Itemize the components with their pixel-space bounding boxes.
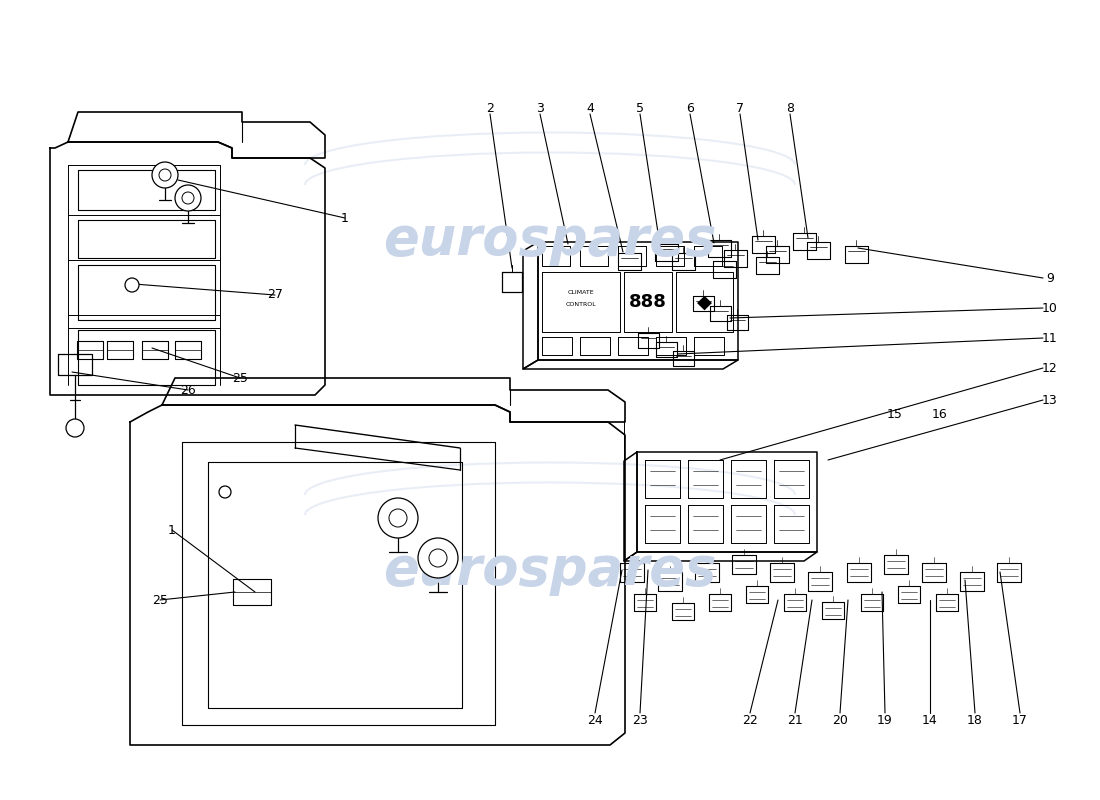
Text: 7: 7 — [736, 102, 744, 114]
Circle shape — [125, 278, 139, 292]
Circle shape — [378, 498, 418, 538]
Text: 25: 25 — [152, 594, 168, 606]
Text: 10: 10 — [1042, 302, 1058, 314]
Text: 14: 14 — [922, 714, 938, 726]
Text: ◆: ◆ — [696, 293, 712, 311]
Text: 4: 4 — [586, 102, 594, 114]
Text: 21: 21 — [788, 714, 803, 726]
Text: 23: 23 — [632, 714, 648, 726]
Text: 13: 13 — [1042, 394, 1058, 406]
Circle shape — [152, 162, 178, 188]
Text: CLIMATE: CLIMATE — [568, 290, 594, 294]
Circle shape — [66, 419, 84, 437]
Circle shape — [389, 509, 407, 527]
Circle shape — [429, 549, 447, 567]
Circle shape — [182, 192, 194, 204]
Text: 15: 15 — [887, 409, 903, 422]
Circle shape — [219, 486, 231, 498]
Text: 6: 6 — [686, 102, 694, 114]
Text: eurospares: eurospares — [383, 214, 717, 266]
Text: 27: 27 — [267, 289, 283, 302]
Text: 22: 22 — [742, 714, 758, 726]
Text: 16: 16 — [932, 409, 948, 422]
Text: 8: 8 — [786, 102, 794, 114]
Text: 19: 19 — [877, 714, 893, 726]
Circle shape — [418, 538, 458, 578]
Text: 9: 9 — [1046, 271, 1054, 285]
Text: 17: 17 — [1012, 714, 1027, 726]
Text: eurospares: eurospares — [383, 544, 717, 596]
Text: 24: 24 — [587, 714, 603, 726]
Text: 1: 1 — [341, 211, 349, 225]
Circle shape — [160, 169, 170, 181]
Text: 1: 1 — [168, 523, 176, 537]
Text: CONTROL: CONTROL — [565, 302, 596, 306]
Text: 18: 18 — [967, 714, 983, 726]
Text: 26: 26 — [180, 383, 196, 397]
Text: 888: 888 — [629, 293, 667, 311]
Circle shape — [175, 185, 201, 211]
Text: 11: 11 — [1042, 331, 1058, 345]
Text: 2: 2 — [486, 102, 494, 114]
Text: 3: 3 — [536, 102, 543, 114]
Text: 5: 5 — [636, 102, 644, 114]
Text: 12: 12 — [1042, 362, 1058, 374]
Text: 25: 25 — [232, 371, 248, 385]
Text: 20: 20 — [832, 714, 848, 726]
